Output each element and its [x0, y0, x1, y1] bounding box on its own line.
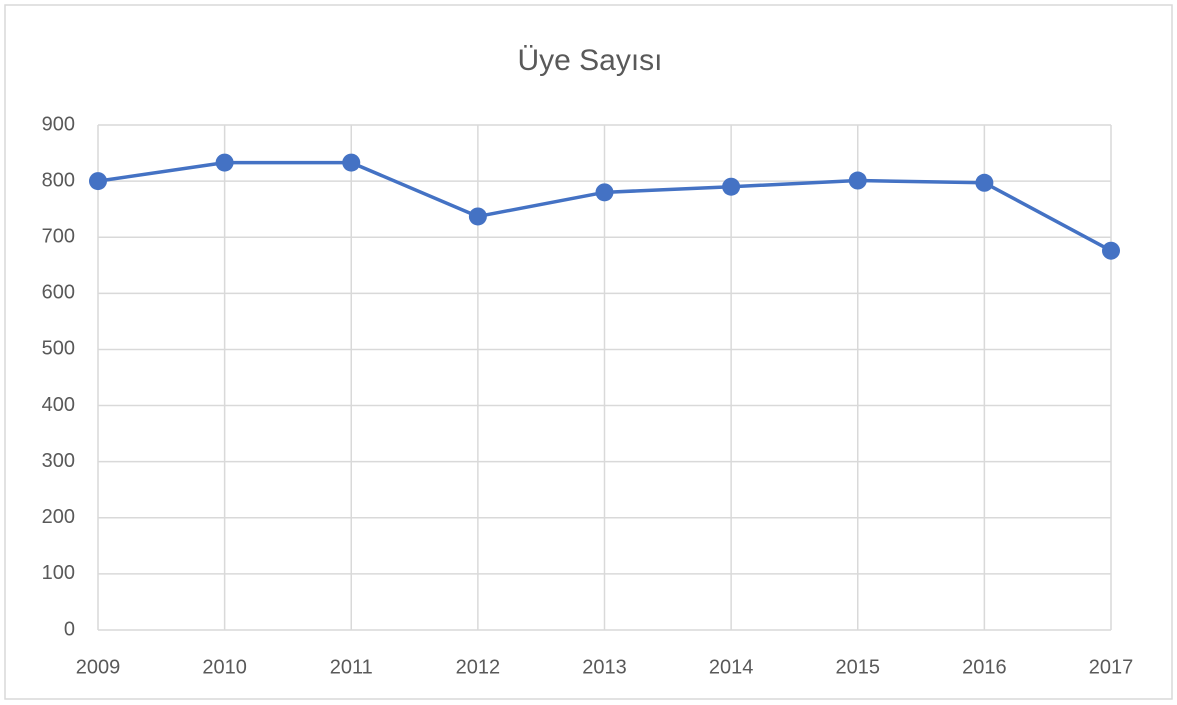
x-tick-label: 2010	[202, 656, 247, 678]
x-tick-label: 2017	[1089, 656, 1134, 678]
marker	[848, 171, 867, 190]
chart-border	[4, 4, 1173, 700]
marker	[595, 183, 614, 202]
marker	[89, 172, 107, 191]
x-tick-label: 2011	[330, 656, 373, 678]
x-tick-label: 2014	[709, 656, 754, 678]
marker	[1102, 241, 1120, 260]
x-tick-label: 2015	[836, 656, 881, 678]
y-tick-label: 0	[64, 618, 75, 640]
x-tick-label: 2013	[582, 656, 627, 678]
marker	[342, 153, 361, 172]
y-tick-label: 400	[42, 394, 75, 416]
y-tick-label: 700	[42, 226, 75, 248]
x-tick-label: 2016	[962, 656, 1007, 678]
y-tick-label: 100	[42, 562, 75, 584]
y-tick-label: 600	[42, 282, 75, 304]
x-tick-label: 2009	[76, 656, 121, 678]
marker	[215, 153, 234, 172]
chart-title: Üye Sayısı	[517, 44, 662, 77]
y-tick-label: 500	[42, 338, 75, 360]
y-tick-label: 300	[42, 450, 75, 472]
marker	[468, 207, 487, 226]
marker	[975, 173, 994, 192]
y-tick-label: 900	[42, 113, 75, 135]
y-tick-label: 200	[42, 506, 75, 528]
marker	[722, 177, 741, 196]
y-tick-label: 800	[42, 169, 75, 191]
x-tick-label: 2012	[456, 656, 501, 678]
